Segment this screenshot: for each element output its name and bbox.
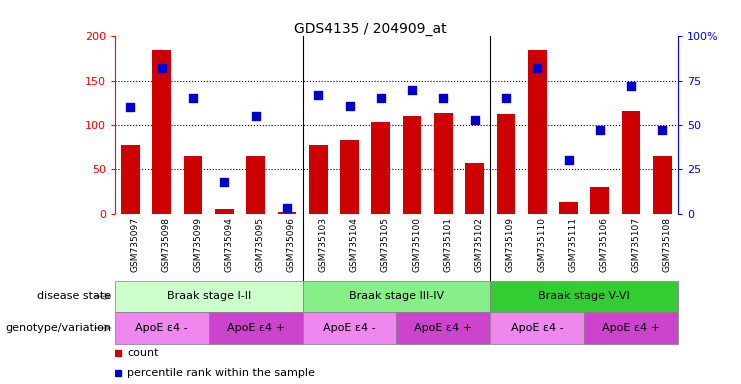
Bar: [153, 50, 171, 214]
Point: [437, 95, 449, 101]
Point: [281, 205, 293, 211]
Text: GSM735094: GSM735094: [225, 217, 233, 272]
Point: [375, 95, 387, 101]
Bar: [246, 156, 265, 214]
Text: GSM735108: GSM735108: [662, 217, 671, 272]
Point: [124, 104, 136, 110]
Text: GSM735102: GSM735102: [475, 217, 484, 272]
Text: GSM735100: GSM735100: [412, 217, 421, 272]
Bar: [491, 312, 584, 344]
Point: [344, 103, 356, 109]
Point: [406, 86, 418, 93]
Text: GSM735107: GSM735107: [631, 217, 640, 272]
Text: percentile rank within the sample: percentile rank within the sample: [127, 368, 315, 378]
Bar: [340, 140, 359, 214]
Point: [562, 157, 574, 164]
Bar: [115, 281, 302, 312]
Text: GSM735099: GSM735099: [193, 217, 202, 272]
Text: count: count: [127, 348, 159, 358]
Text: ApoE ε4 +: ApoE ε4 +: [414, 323, 472, 333]
Text: genotype/variation: genotype/variation: [5, 323, 111, 333]
Bar: [184, 156, 202, 214]
Text: GSM735110: GSM735110: [537, 217, 546, 272]
Bar: [396, 312, 491, 344]
Bar: [278, 212, 296, 214]
Bar: [622, 111, 640, 214]
Point: [594, 127, 605, 133]
Bar: [302, 281, 491, 312]
Point: [187, 95, 199, 101]
Text: GSM735109: GSM735109: [506, 217, 515, 272]
Bar: [491, 281, 678, 312]
Text: GDS4135 / 204909_at: GDS4135 / 204909_at: [294, 23, 447, 36]
Text: GSM735104: GSM735104: [350, 217, 359, 272]
Text: ApoE ε4 -: ApoE ε4 -: [323, 323, 376, 333]
Text: ApoE ε4 -: ApoE ε4 -: [511, 323, 564, 333]
Bar: [121, 146, 140, 214]
Text: GSM735097: GSM735097: [130, 217, 139, 272]
Bar: [402, 116, 422, 214]
Bar: [371, 122, 391, 214]
Text: GSM735095: GSM735095: [256, 217, 265, 272]
Point: [156, 65, 167, 71]
Bar: [653, 156, 672, 214]
Point: [657, 127, 668, 133]
Text: ApoE ε4 +: ApoE ε4 +: [602, 323, 660, 333]
Point: [469, 117, 481, 123]
Text: Braak stage III-IV: Braak stage III-IV: [349, 291, 444, 301]
Point: [500, 95, 512, 101]
Bar: [209, 312, 302, 344]
Point: [531, 65, 543, 71]
Text: GSM735096: GSM735096: [287, 217, 296, 272]
Text: Braak stage I-II: Braak stage I-II: [167, 291, 251, 301]
Bar: [496, 114, 515, 214]
Point: [219, 179, 230, 185]
Point: [250, 113, 262, 119]
Bar: [215, 209, 233, 214]
Point: [312, 92, 324, 98]
Bar: [115, 312, 209, 344]
Bar: [302, 312, 396, 344]
Text: GSM735098: GSM735098: [162, 217, 170, 272]
Text: disease state: disease state: [37, 291, 111, 301]
Text: ApoE ε4 +: ApoE ε4 +: [227, 323, 285, 333]
Text: ApoE ε4 -: ApoE ε4 -: [136, 323, 188, 333]
Text: GSM735103: GSM735103: [318, 217, 328, 272]
Text: GSM735106: GSM735106: [599, 217, 609, 272]
Text: GSM735101: GSM735101: [443, 217, 452, 272]
Bar: [591, 187, 609, 214]
Bar: [584, 312, 678, 344]
Text: GSM735105: GSM735105: [381, 217, 390, 272]
Bar: [434, 114, 453, 214]
Point: [625, 83, 637, 89]
Bar: [528, 50, 547, 214]
Bar: [309, 146, 328, 214]
Bar: [465, 163, 484, 214]
Text: GSM735111: GSM735111: [568, 217, 577, 272]
Bar: [559, 202, 578, 214]
Text: Braak stage V-VI: Braak stage V-VI: [538, 291, 630, 301]
